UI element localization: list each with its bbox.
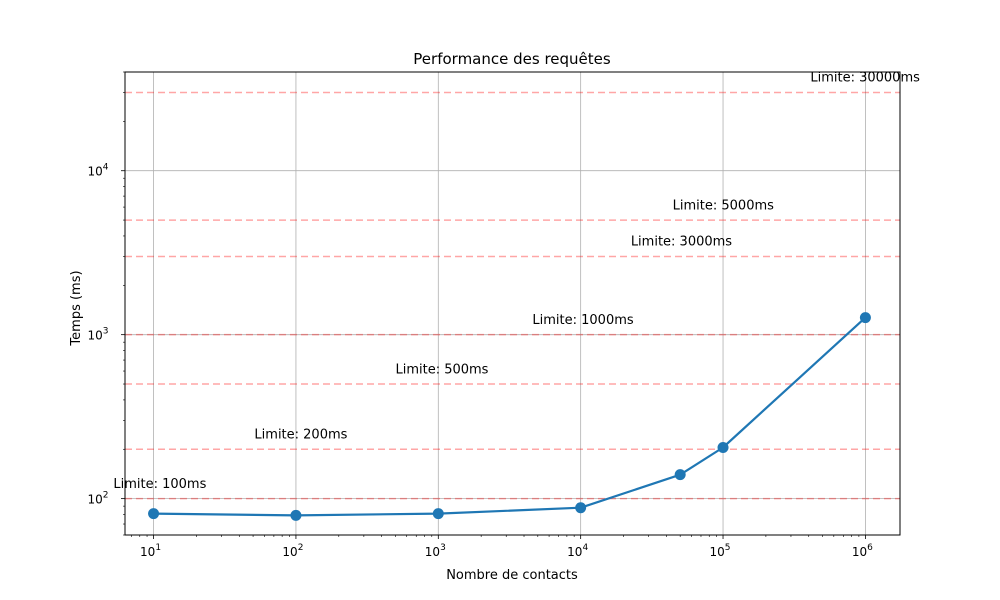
threshold-label: Limite: 100ms: [113, 477, 206, 492]
y-tick-label: 102: [87, 491, 108, 507]
threshold-label: Limite: 500ms: [395, 362, 488, 377]
series-line: [153, 316, 867, 517]
x-tick-label: 103: [425, 543, 446, 559]
y-tick-exponent: 4: [103, 163, 109, 173]
threshold-label: Limite: 200ms: [254, 428, 347, 443]
threshold-label: Limite: 1000ms: [532, 313, 633, 328]
y-axis-label: Temps (ms): [69, 270, 84, 346]
x-tick-exponent: 4: [582, 543, 588, 553]
x-tick-label: 104: [567, 543, 588, 559]
x-tick-exponent: 5: [725, 543, 731, 553]
x-tick-label: 106: [852, 543, 873, 559]
chart-title: Performance des requêtes: [413, 50, 611, 68]
threshold-labels: Limite: 100ms Limite: 200ms Limite: 500ms L…: [113, 71, 920, 492]
plot-frame: [124, 71, 901, 536]
series: [148, 312, 871, 521]
threshold-label: Limite: 3000ms: [631, 235, 732, 250]
x-tick-label: 101: [140, 543, 161, 559]
y-tick-label: 103: [87, 327, 108, 343]
x-tick-exponent: 6: [867, 543, 873, 553]
y-tick-exponent: 3: [103, 327, 109, 337]
data-point: [290, 509, 302, 521]
threshold-label: Limite: 5000ms: [673, 198, 774, 213]
grid: [125, 72, 900, 535]
data-point: [148, 508, 160, 520]
x-tick-exponent: 2: [298, 543, 304, 553]
x-axis-label: Nombre de contacts: [446, 568, 578, 583]
data-point: [575, 502, 587, 514]
threshold-label: Limite: 30000ms: [810, 71, 920, 86]
data-point: [432, 508, 444, 520]
y-tick-exponent: 2: [103, 491, 109, 501]
data-point: [717, 442, 729, 454]
data-point: [859, 312, 871, 324]
x-tick-label: 102: [282, 543, 303, 559]
x-tick-label: 105: [710, 543, 731, 559]
y-tick-label: 104: [87, 163, 108, 179]
data-point: [674, 469, 686, 481]
x-tick-exponent: 1: [155, 543, 161, 553]
x-tick-exponent: 3: [440, 543, 446, 553]
threshold-lines: [125, 91, 900, 500]
